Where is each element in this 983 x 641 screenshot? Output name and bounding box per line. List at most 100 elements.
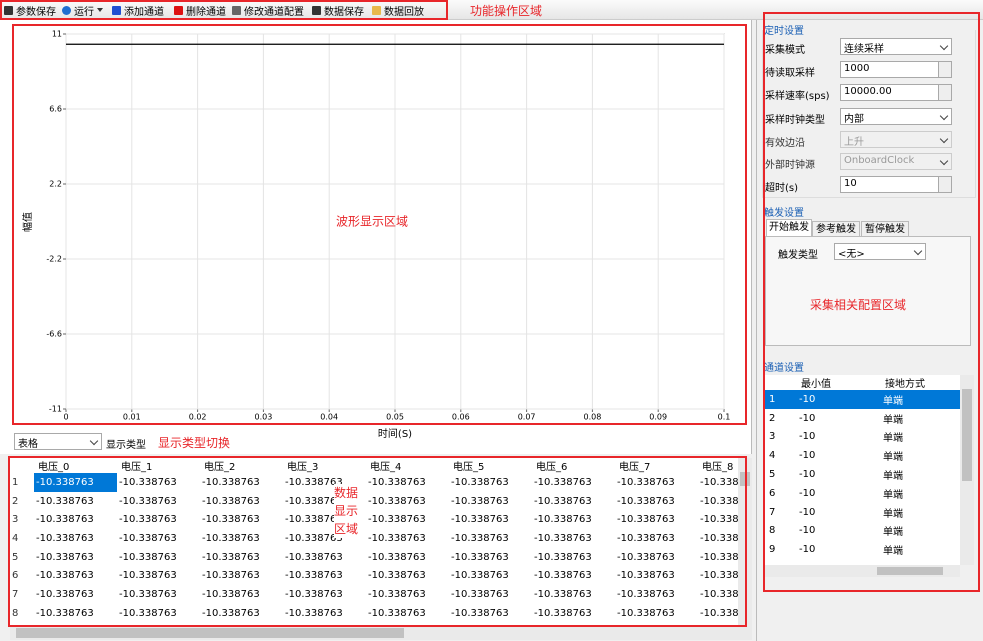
tab[interactable]: 暂停触发 [861, 221, 909, 236]
cell[interactable]: -10.338763 [451, 495, 509, 507]
cell[interactable]: -10.338763 [617, 551, 675, 563]
horizontal-scrollbar[interactable] [765, 565, 960, 577]
field-control[interactable]: 连续采样 [840, 38, 952, 55]
cell[interactable]: -10.338763 [36, 514, 94, 526]
cell[interactable]: -10 [799, 469, 816, 481]
cell[interactable]: -10.338763 [451, 551, 509, 563]
cell[interactable]: -10.338763 [451, 607, 509, 619]
cell[interactable]: -10.338763 [285, 588, 343, 600]
cell[interactable]: -10.338763 [119, 588, 177, 600]
cell[interactable]: -10.338763 [617, 495, 675, 507]
cell[interactable]: -10.338763 [700, 514, 738, 526]
cell[interactable]: -10.338763 [534, 607, 592, 619]
cell[interactable]: -10.338763 [34, 473, 117, 492]
cell[interactable]: -10.338763 [617, 588, 675, 600]
cell[interactable]: -10.338763 [119, 551, 177, 563]
cell[interactable]: -10.338763 [285, 551, 343, 563]
cell[interactable]: -10.338763 [202, 476, 260, 488]
cell[interactable]: -10 [799, 431, 816, 443]
channel-row[interactable]: 8 -10 单端 [765, 522, 960, 541]
cell[interactable]: -10.338763 [534, 588, 592, 600]
cell[interactable]: -10.338763 [36, 551, 94, 563]
cell[interactable]: -10 [799, 506, 816, 518]
channel-row[interactable]: 1 -10 单端 [765, 390, 960, 409]
cell[interactable]: -10.338763 [451, 532, 509, 544]
cell[interactable]: -10.338763 [700, 570, 738, 582]
cell[interactable]: -10.338763 [451, 476, 509, 488]
cell[interactable]: -10.338763 [700, 476, 738, 488]
cell[interactable]: -10.338763 [700, 495, 738, 507]
cell[interactable]: -10.338763 [36, 495, 94, 507]
cell[interactable]: 单端 [883, 452, 903, 464]
toolbar-button[interactable]: 删除通道 [174, 3, 226, 18]
cell[interactable]: -10.338763 [119, 570, 177, 582]
field-control[interactable]: 10 [840, 176, 952, 193]
cell[interactable]: -10.338763 [700, 588, 738, 600]
cell[interactable]: 单端 [883, 414, 903, 426]
cell[interactable]: -10.338763 [202, 570, 260, 582]
data-row[interactable]: 1 -10.338763 -10.338763 -10.338763 -10.33876… [10, 473, 738, 492]
toolbar-button[interactable]: 参数保存 [4, 3, 56, 18]
cell[interactable]: -10.338763 [285, 570, 343, 582]
display-type-select[interactable]: 表格 [14, 433, 102, 450]
cell[interactable]: -10.338763 [368, 532, 426, 544]
cell[interactable]: -10.338763 [451, 588, 509, 600]
cell[interactable]: -10.338763 [119, 607, 177, 619]
data-row[interactable]: 7 -10.338763 -10.338763 -10.338763 -10.33876… [10, 585, 738, 604]
channel-row[interactable]: 7 -10 单端 [765, 503, 960, 522]
toolbar-button[interactable]: 数据回放 [372, 3, 424, 18]
cell[interactable]: -10.338763 [202, 532, 260, 544]
cell[interactable]: -10.338763 [534, 570, 592, 582]
channel-row[interactable]: 9 -10 单端 [765, 540, 960, 559]
field-control[interactable]: 1000 [840, 61, 952, 78]
field-control[interactable]: <无> [834, 243, 926, 260]
data-row[interactable]: 4 -10.338763 -10.338763 -10.338763 -10.33876… [10, 529, 738, 548]
toolbar-button[interactable]: 修改通道配置 [232, 3, 304, 18]
field-control[interactable]: 10000.00 [840, 84, 952, 101]
toolbar-button[interactable]: 数据保存 [312, 3, 364, 18]
cell[interactable]: -10.338763 [36, 607, 94, 619]
cell[interactable]: -10.338763 [202, 514, 260, 526]
cell[interactable]: -10.338763 [451, 570, 509, 582]
cell[interactable]: 单端 [883, 489, 903, 501]
cell[interactable]: -10.338763 [617, 476, 675, 488]
data-row[interactable]: 8 -10.338763 -10.338763 -10.338763 -10.33876… [10, 604, 738, 623]
cell[interactable]: -10.338763 [202, 551, 260, 563]
cell[interactable]: -10.338763 [368, 514, 426, 526]
cell[interactable]: -10 [799, 487, 816, 499]
cell[interactable]: -10 [799, 450, 816, 462]
cell[interactable]: 单端 [883, 546, 903, 558]
tab[interactable]: 参考触发 [812, 221, 860, 236]
scroll-thumb[interactable] [877, 567, 943, 575]
cell[interactable]: -10.338763 [285, 476, 343, 488]
cell[interactable]: -10.338763 [368, 495, 426, 507]
data-row[interactable]: 3 -10.338763 -10.338763 -10.338763 -10.33876… [10, 510, 738, 529]
cell[interactable]: -10.338763 [534, 551, 592, 563]
cell[interactable]: -10.338763 [368, 476, 426, 488]
cell[interactable]: -10.338763 [36, 532, 94, 544]
cell[interactable]: -10.338763 [368, 570, 426, 582]
spin-buttons[interactable] [938, 85, 951, 100]
cell[interactable]: -10.338763 [119, 495, 177, 507]
cell[interactable]: -10.338763 [119, 514, 177, 526]
cell[interactable]: 单端 [883, 433, 903, 445]
scroll-thumb[interactable] [962, 389, 972, 481]
toolbar-button[interactable]: 添加通道 [112, 3, 164, 18]
cell[interactable]: -10.338763 [617, 532, 675, 544]
channel-row[interactable]: 5 -10 单端 [765, 465, 960, 484]
cell[interactable]: 单端 [883, 508, 903, 520]
channel-row[interactable]: 4 -10 单端 [765, 446, 960, 465]
cell[interactable]: -10.338763 [700, 607, 738, 619]
toolbar-button[interactable]: 运行 [62, 3, 103, 18]
cell[interactable]: -10.338763 [119, 532, 177, 544]
data-row[interactable]: 2 -10.338763 -10.338763 -10.338763 -10.33876… [10, 492, 738, 511]
cell[interactable]: -10.338763 [202, 588, 260, 600]
cell[interactable]: -10.338763 [451, 514, 509, 526]
field-control[interactable]: 内部 [840, 108, 952, 125]
scroll-thumb[interactable] [16, 628, 404, 638]
channel-row[interactable]: 2 -10 单端 [765, 409, 960, 428]
cell[interactable]: 单端 [883, 395, 903, 407]
cell[interactable]: -10.338763 [202, 495, 260, 507]
cell[interactable]: -10.338763 [202, 607, 260, 619]
cell[interactable]: 单端 [883, 527, 903, 539]
